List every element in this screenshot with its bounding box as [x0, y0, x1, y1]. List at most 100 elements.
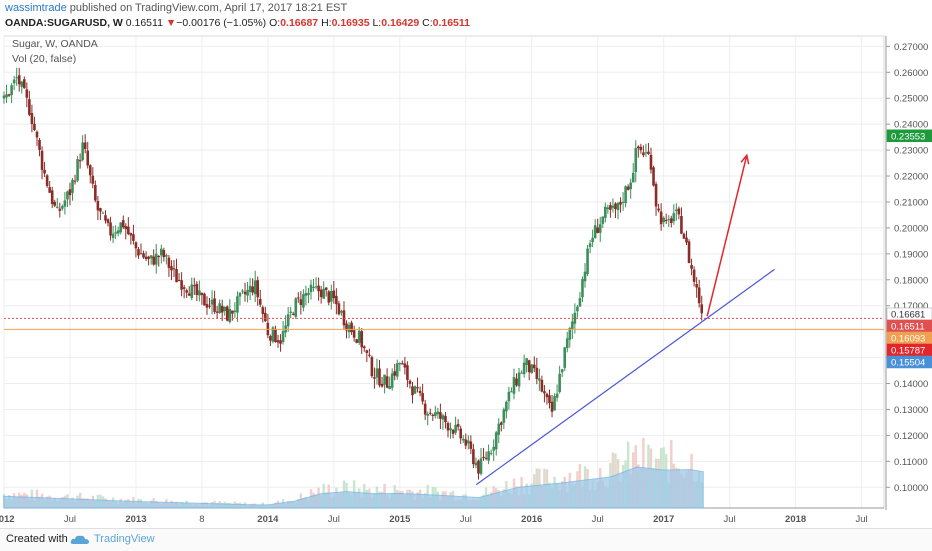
x-tick-label: Jul [592, 514, 604, 525]
candle-body [88, 165, 92, 176]
candle-body [510, 391, 513, 393]
candle-body [208, 305, 211, 307]
candle-body [304, 293, 308, 296]
candle-body [241, 290, 244, 292]
candle-body [160, 248, 163, 256]
candle-body [659, 211, 663, 225]
y-tick-label: 0.20000 [894, 223, 928, 234]
series-title: Sugar, W, OANDA [12, 38, 98, 50]
candle-body [58, 208, 62, 211]
candle-body [228, 309, 232, 322]
candle-body [177, 279, 181, 281]
candle-body [604, 206, 607, 218]
y-tick-label: 0.24000 [894, 120, 928, 131]
x-tick-label: 2014 [257, 514, 279, 525]
candle-body [35, 131, 39, 138]
y-tick-label: 0.13000 [894, 405, 928, 416]
candle-body [291, 313, 295, 315]
price-label-tag [886, 355, 932, 369]
candle-body [505, 401, 508, 412]
price-chart[interactable]: 0.27000 0.26000 0.25000 0.24000 0.23000 0.220… [0, 32, 932, 528]
price-label-text: 0.15504 [891, 357, 925, 368]
projection-arrow-line[interactable] [706, 155, 748, 317]
candle-body [502, 409, 506, 423]
tradingview-cloud-icon[interactable] [70, 534, 90, 546]
candle-body [124, 226, 128, 230]
candle-body [565, 338, 569, 349]
candle-body [83, 142, 87, 149]
candle-body [687, 241, 691, 264]
candle-body [101, 212, 105, 214]
candle-body [535, 367, 539, 379]
candle-body [238, 292, 242, 297]
chart-area[interactable]: 0.27000 0.26000 0.25000 0.24000 0.23000 0.220… [0, 32, 932, 528]
candle-body [350, 322, 353, 333]
candle-body [332, 290, 336, 299]
candle-body [467, 440, 470, 444]
candle-body [337, 303, 341, 315]
candle-body [626, 186, 630, 190]
candle-body [109, 222, 112, 236]
candle-body [185, 290, 188, 293]
candle-body [297, 297, 300, 299]
candle-body [482, 456, 485, 458]
candle-body [111, 233, 115, 238]
candle-body [142, 253, 145, 258]
candle-body [586, 248, 589, 275]
candle-body [289, 311, 293, 313]
tradingview-brand[interactable]: TradingView [94, 533, 155, 545]
y-tick-label: 0.12000 [894, 431, 928, 442]
high-label: H: [321, 17, 332, 29]
candle-body [264, 312, 267, 322]
candle-body [172, 268, 176, 270]
candle-body [253, 280, 257, 295]
candle-body [512, 377, 516, 394]
candle-body [393, 371, 397, 376]
price-label-text: 0.15787 [891, 345, 925, 356]
candle-body [695, 284, 698, 288]
candle-body [73, 180, 77, 182]
candle-body [355, 339, 358, 343]
candle-body [654, 184, 658, 207]
candle-body [223, 306, 227, 312]
y-tick-label: 0.18000 [894, 275, 928, 286]
candle-body [609, 205, 612, 210]
candle-body [2, 95, 6, 99]
y-tick-label: 0.11000 [894, 457, 928, 468]
candle-body [134, 242, 138, 249]
candle-body [45, 175, 49, 186]
support-trendline[interactable] [475, 268, 775, 486]
candle-body [20, 81, 24, 87]
candle-body [144, 256, 148, 259]
x-tick-label: Jul [724, 514, 736, 525]
candle-body [390, 373, 394, 388]
candle-body [484, 457, 488, 459]
candle-body [307, 292, 310, 296]
candle-body [231, 310, 234, 314]
candle-body [558, 373, 561, 393]
candle-body [152, 256, 155, 265]
candle-body [434, 412, 437, 416]
candle-body [170, 266, 173, 271]
candle-body [81, 142, 84, 161]
candle-body [251, 286, 254, 293]
candle-body [10, 85, 13, 95]
candle-body [96, 200, 100, 211]
candle-body [236, 296, 239, 313]
candle-body [451, 430, 455, 434]
open-value: 0.16687 [280, 17, 319, 29]
candle-body [329, 290, 333, 302]
candle-body [137, 249, 140, 256]
candle-body [573, 312, 577, 324]
high-value: 0.16935 [331, 17, 370, 29]
candle-body [548, 395, 551, 404]
candle-body [132, 234, 135, 241]
candle-body [190, 284, 194, 299]
candle-body [116, 230, 120, 234]
author-link[interactable]: wassimtrade [5, 2, 67, 14]
candle-body [25, 89, 29, 98]
candle-body [362, 346, 366, 349]
volume-title: Vol (20, false) [12, 53, 77, 65]
candle-body [121, 220, 125, 228]
candle-body [636, 146, 640, 149]
